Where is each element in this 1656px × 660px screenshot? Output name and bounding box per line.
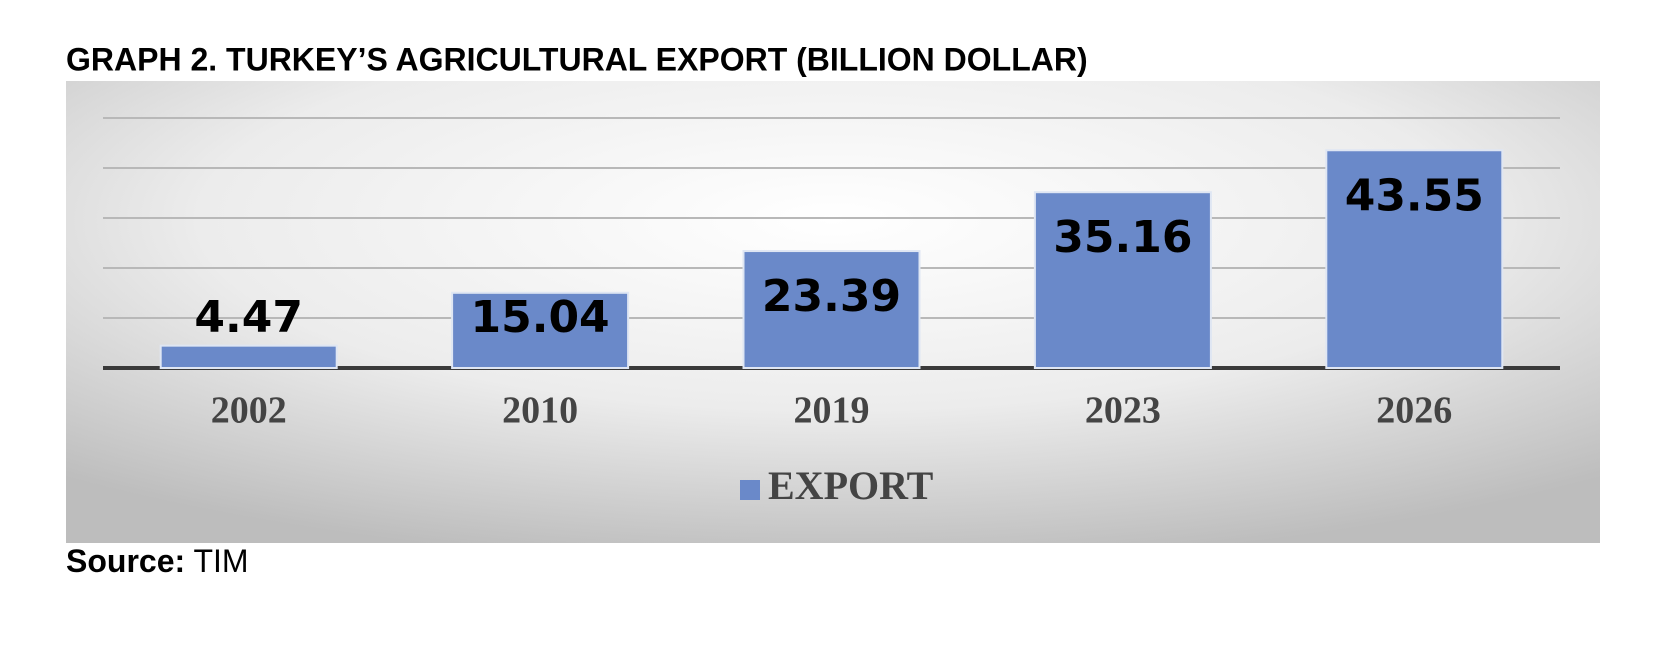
bar [159,344,338,369]
value-label: 43.55 [1345,170,1484,221]
bar [1325,149,1504,369]
value-label: 15.04 [471,292,610,343]
value-label: 35.16 [1053,212,1192,263]
value-label: 23.39 [762,271,901,322]
source-text: TIM [193,543,248,579]
source-label: Source: [66,543,185,579]
value-label: 4.47 [194,292,303,343]
x-tick-label: 2026 [1376,390,1452,432]
bar [1033,191,1212,369]
chart-title: GRAPH 2. TURKEY’S AGRICULTURAL EXPORT (B… [66,41,1088,77]
x-tick-label: 2023 [1085,390,1161,432]
legend-swatch [740,480,760,500]
x-tick-label: 2010 [502,390,578,432]
source: Source: TIM [66,543,249,579]
x-tick-label: 2019 [794,390,870,432]
bar [451,291,630,369]
legend-label: EXPORT [768,463,934,508]
bar [742,250,921,369]
x-tick-label: 2002 [211,390,287,432]
